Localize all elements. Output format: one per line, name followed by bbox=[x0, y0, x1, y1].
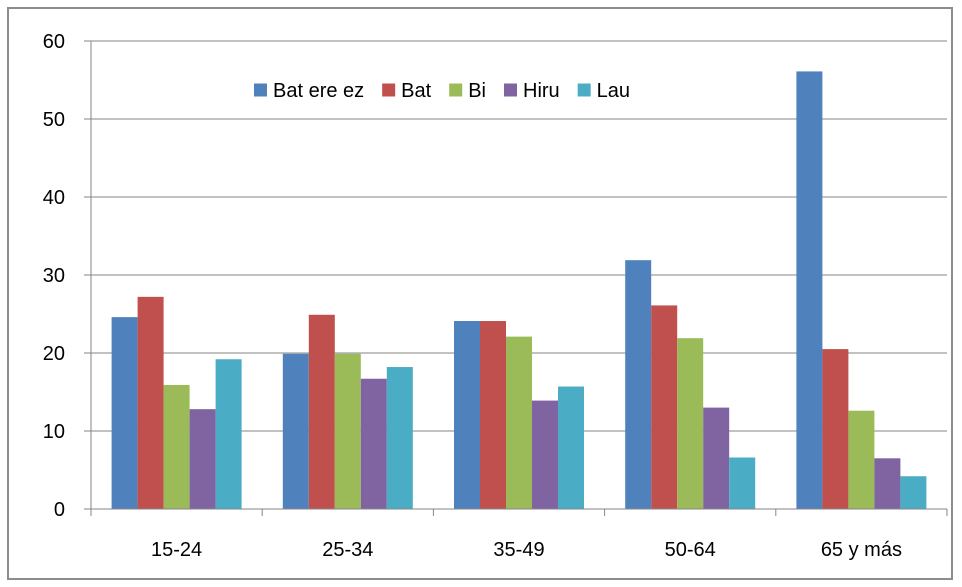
legend-label-hiru: Hiru bbox=[523, 80, 560, 102]
bar-bat-ere-ez-1 bbox=[282, 353, 309, 509]
bar-bi-0 bbox=[163, 384, 190, 509]
legend-swatch-bi bbox=[449, 83, 463, 97]
y-tick-label: 30 bbox=[43, 265, 65, 287]
x-tick-label: 50-64 bbox=[665, 539, 716, 561]
legend-label-bat: Bat bbox=[401, 80, 431, 102]
legend-swatch-lau bbox=[577, 83, 591, 97]
x-tick-label: 65 y más bbox=[821, 539, 902, 561]
bar-bi-3 bbox=[677, 338, 704, 509]
legend-label-bi: Bi bbox=[468, 80, 486, 102]
legend-swatch-bat bbox=[382, 83, 396, 97]
bar-hiru-3 bbox=[703, 407, 730, 509]
bar-bi-4 bbox=[848, 410, 875, 509]
y-tick-label: 20 bbox=[43, 343, 65, 365]
bar-bat-ere-ez-3 bbox=[625, 260, 652, 509]
y-tick-label: 40 bbox=[43, 187, 65, 209]
bar-bi-2 bbox=[506, 336, 532, 509]
bar-bat-ere-ez-2 bbox=[454, 321, 480, 509]
legend-swatch-bat-ere-ez bbox=[254, 83, 267, 97]
bar-lau-0 bbox=[215, 359, 242, 509]
x-tick-label: 35-49 bbox=[493, 539, 544, 561]
bar-hiru-1 bbox=[360, 378, 387, 509]
bar-lau-4 bbox=[900, 476, 927, 509]
bar-lau-2 bbox=[558, 386, 584, 509]
x-tick-label: 25-34 bbox=[322, 539, 373, 561]
y-tick-label: 0 bbox=[54, 499, 65, 521]
bar-hiru-4 bbox=[874, 458, 901, 509]
bar-bat-ere-ez-4 bbox=[796, 71, 823, 510]
bar-hiru-0 bbox=[189, 409, 216, 509]
bar-bat-0 bbox=[137, 296, 164, 509]
bar-bat-3 bbox=[651, 305, 678, 509]
legend-label-lau: Lau bbox=[597, 80, 630, 102]
bar-bat-4 bbox=[822, 349, 849, 509]
x-tick-label: 15-24 bbox=[151, 539, 202, 561]
bar-bat-2 bbox=[480, 321, 506, 509]
y-tick-label: 10 bbox=[43, 421, 65, 443]
legend-swatch-hiru bbox=[504, 83, 517, 97]
bar-bat-1 bbox=[308, 314, 335, 509]
bar-bi-1 bbox=[334, 353, 361, 509]
legend-label-bat-ere-ez: Bat ere ez bbox=[273, 80, 364, 102]
y-tick-label: 50 bbox=[43, 109, 65, 131]
bar-bat-ere-ez-0 bbox=[111, 317, 138, 509]
bar-hiru-2 bbox=[532, 400, 558, 509]
bar-lau-3 bbox=[729, 457, 756, 509]
bar-lau-1 bbox=[386, 367, 413, 509]
y-tick-label: 60 bbox=[43, 31, 65, 53]
